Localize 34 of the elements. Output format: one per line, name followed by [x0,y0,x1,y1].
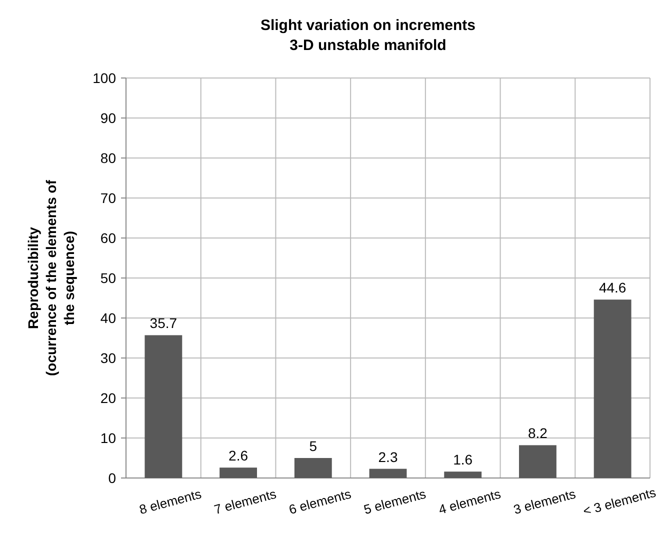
data-label: 35.7 [150,315,178,332]
x-tick-label: 6 elements [287,486,354,518]
bar [369,468,407,478]
x-tick-label: < 3 elements [581,484,658,519]
y-tick-label: 40 [100,310,116,326]
data-label: 1.6 [453,452,473,468]
x-tick-label: 7 elements [212,486,278,518]
data-label: 8.2 [528,425,548,442]
data-label: 2.3 [378,448,398,465]
y-tick-label: 10 [100,430,116,446]
y-tick-label: 60 [100,230,116,246]
y-tick-label: 30 [100,350,116,366]
x-tick-label: 4 elements [437,486,503,518]
bar [594,300,632,478]
bar [294,458,332,478]
y-tick-label: 100 [92,70,116,86]
y-tick-label: 90 [100,110,116,126]
x-tick-label: 5 elements [362,486,428,518]
bar [220,468,257,478]
y-tick-label: 80 [100,150,116,166]
y-tick-label: 70 [100,190,116,206]
data-label: 44.6 [598,280,626,296]
bar [444,472,482,478]
chart-title: Slight variation on increments 3-D unstable manifold [260,17,476,54]
y-tick-label: 0 [108,470,116,486]
x-tick-label: 8 elements [138,486,204,518]
bar [144,335,182,478]
data-label: 2.6 [228,448,248,464]
bar [519,445,556,478]
y-axis-title: Reproducibility (ocurrence of the elements of the sequence) [25,180,77,376]
y-tick-label: 50 [100,270,116,286]
data-label: 5 [309,438,318,454]
y-tick-label: 20 [100,390,116,406]
x-tick-label: 3 elements [512,486,578,518]
